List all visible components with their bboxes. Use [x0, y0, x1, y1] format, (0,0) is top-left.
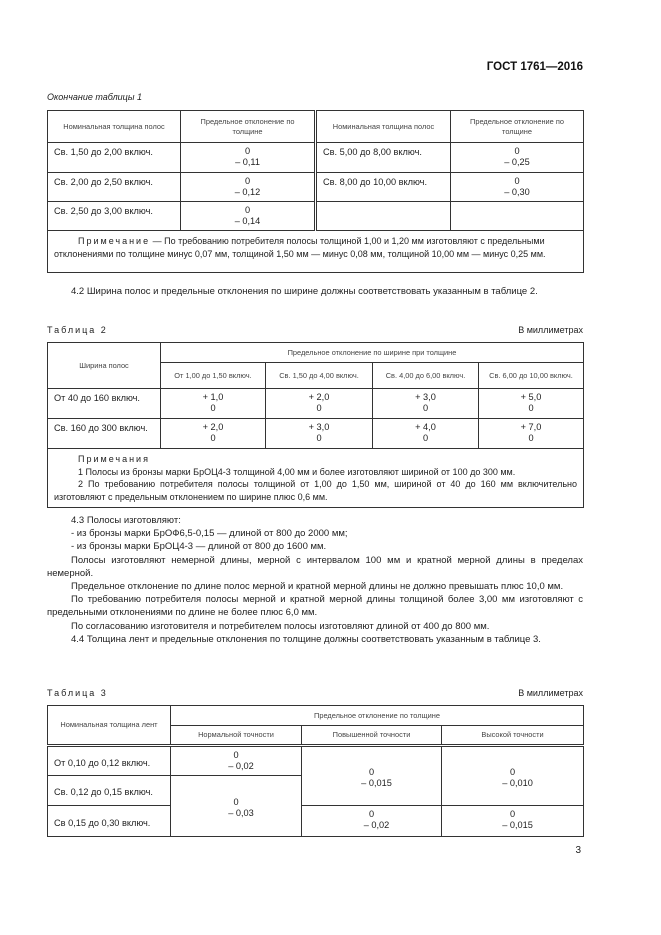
cell: 0– 0,03: [170, 775, 302, 837]
cell: + 3,0 0: [265, 418, 373, 449]
subheader: Повышенной точности: [301, 725, 442, 747]
header-width: Ширина полос: [47, 342, 161, 389]
header-deviation: Предельное отклонение по толщине: [180, 110, 316, 143]
page-number: 3: [575, 845, 581, 856]
subheader: Св. 4,00 до 6,00 включ.: [372, 362, 479, 389]
cell: Св. 1,50 до 2,00 включ.: [47, 142, 181, 173]
table-row: Св. 2,00 до 2,50 включ. 0– 0,12 Св. 8,00…: [47, 172, 584, 202]
subheader: Нормальной точности: [170, 725, 302, 747]
cell: + 5,0 0: [478, 388, 584, 419]
subheader: Св. 1,50 до 4,00 включ.: [265, 362, 373, 389]
subheader: Св. 6,00 до 10,00 включ.: [478, 362, 584, 389]
cell: + 1,0 0: [160, 388, 266, 419]
cell: Св. 2,00 до 2,50 включ.: [47, 172, 181, 202]
cell: От 40 до 160 включ.: [47, 388, 161, 419]
cell: 0– 0,30: [450, 172, 584, 202]
header-thickness: Номинальная толщина полос: [47, 110, 181, 143]
header-group: Предельное отклонение по толщине: [169, 705, 585, 726]
cell: 0– 0,11: [180, 142, 316, 173]
table-row: От 40 до 160 включ. + 1,0 0 + 2,0 0 + 3,0 0…: [47, 388, 584, 419]
cell: 0– 0,25: [450, 142, 584, 173]
cell: [450, 201, 584, 231]
table1-caption: Окончание таблицы 1: [47, 92, 142, 102]
table-row: Св. 160 до 300 включ. + 2,0 0 + 3,0 0 + 4,…: [47, 418, 584, 449]
cell: Св 0,15 до 0,30 включ.: [47, 805, 171, 837]
header-thickness: Номинальная толщина лент: [47, 705, 171, 747]
cell: + 4,0 0: [372, 418, 479, 449]
cell: 0– 0,015: [301, 745, 442, 806]
table2-notes: Примечания 1 Полосы из бронзы марки БрОЦ…: [47, 448, 584, 508]
table-row: От 0,10 до 0,12 включ. 0– 0,02 0– 0,015 …: [47, 745, 585, 806]
cell: Св. 160 до 300 включ.: [47, 418, 161, 449]
table-1: Номинальная толщина полос Предельное отк…: [47, 110, 584, 273]
cell: 0– 0,02: [301, 805, 442, 837]
cell: Св. 2,50 до 3,00 включ.: [47, 201, 181, 231]
section-4-3: 4.3 Полосы изготовляют: - из бронзы марк…: [47, 515, 583, 645]
cell: От 0,10 до 0,12 включ.: [47, 745, 171, 776]
table2-caption: Таблица 2: [47, 325, 108, 335]
cell: [314, 201, 451, 231]
cell: 0– 0,010: [440, 745, 585, 806]
cell: 0– 0,02: [170, 745, 302, 776]
subheader: Высокой точности: [440, 725, 585, 747]
paragraph-4-2: 4.2 Ширина полос и предельные отклонения…: [71, 286, 538, 297]
subheader: От 1,00 до 1,50 включ.: [160, 362, 266, 389]
cell: 0– 0,015: [440, 805, 585, 837]
table-row: Св. 2,50 до 3,00 включ. 0– 0,14: [47, 201, 584, 231]
table3-caption: Таблица 3: [47, 688, 108, 698]
cell: Св. 8,00 до 10,00 включ.: [314, 172, 451, 202]
cell: + 2,0 0: [160, 418, 266, 449]
cell: 0– 0,14: [180, 201, 316, 231]
table-3: Номинальная толщина лент Предельное откл…: [47, 705, 585, 837]
table-2: Ширина полос Предельное отклонение по ши…: [47, 342, 584, 508]
cell: Св. 0,12 до 0,15 включ.: [47, 775, 171, 806]
cell: Св. 5,00 до 8,00 включ.: [314, 142, 451, 173]
standard-number: ГОСТ 1761—2016: [486, 61, 583, 73]
cell: + 3,0 0: [372, 388, 479, 419]
table-row: Св 0,15 до 0,30 включ. 0– 0,02 0– 0,015: [47, 805, 585, 837]
header-thickness: Номинальная толщина полос: [314, 110, 451, 143]
table3-units: В миллиметрах: [518, 688, 583, 698]
cell: + 7,0 0: [478, 418, 584, 449]
table2-units: В миллиметрах: [518, 325, 583, 335]
table-row: Св. 1,50 до 2,00 включ. 0– 0,11 Св. 5,00…: [47, 142, 584, 173]
header-deviation: Предельное отклонение по толщине: [450, 110, 584, 143]
table1-note: Примечание — По требованию потребителя п…: [47, 230, 584, 273]
cell: 0– 0,12: [180, 172, 316, 202]
header-group: Предельное отклонение по ширине при толщ…: [160, 342, 584, 363]
cell: + 2,0 0: [265, 388, 373, 419]
